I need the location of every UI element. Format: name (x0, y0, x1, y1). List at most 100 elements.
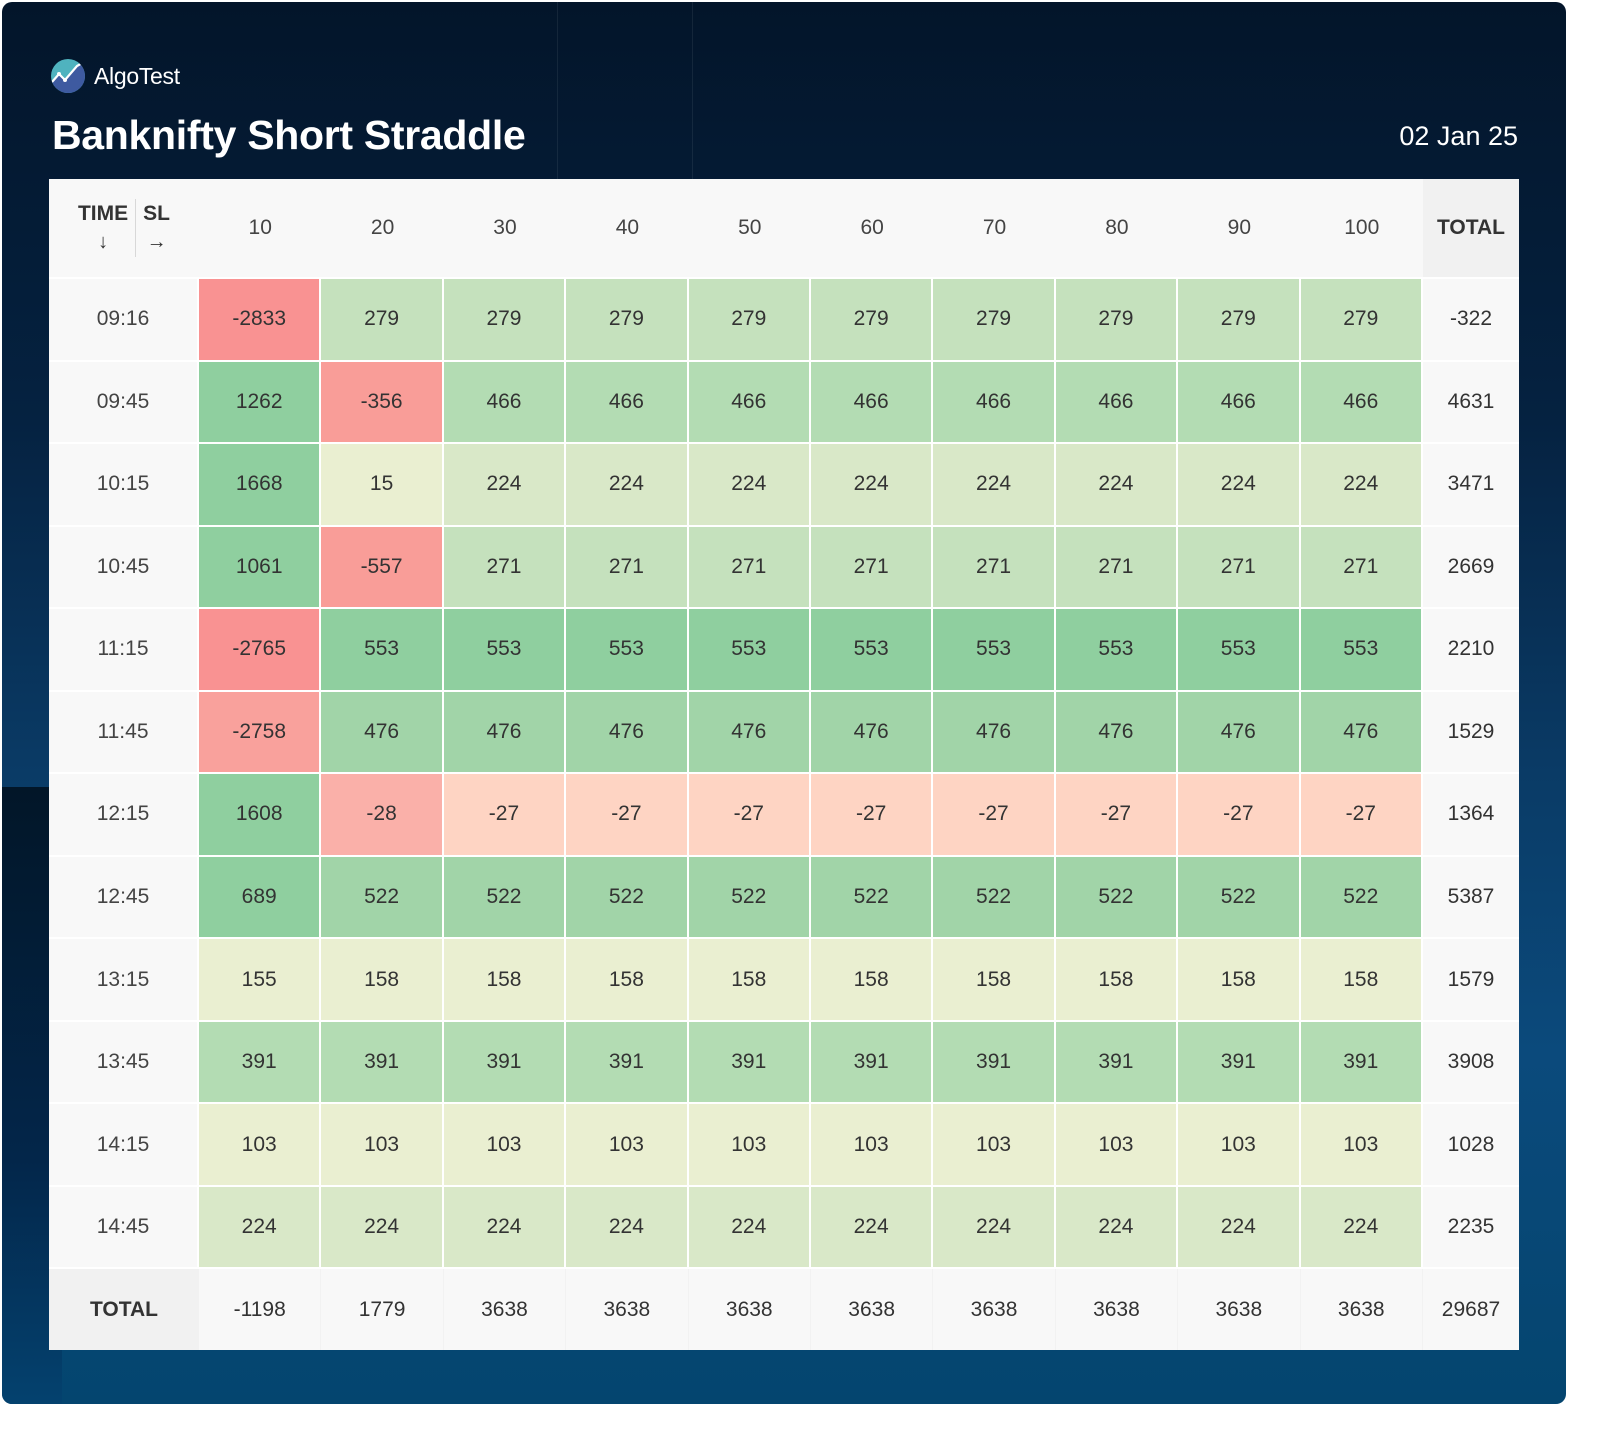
pnl-cell: 279 (810, 279, 934, 362)
column-total: 3638 (566, 1269, 689, 1350)
pnl-cell: 553 (688, 609, 811, 692)
pnl-cell: 224 (688, 1186, 811, 1270)
pnl-cell: -27 (933, 774, 1056, 857)
pnl-cell: 391 (199, 1021, 322, 1105)
pnl-cell: 224 (566, 1186, 689, 1270)
pnl-cell: 466 (443, 361, 567, 445)
pnl-cell: 391 (1300, 1021, 1423, 1105)
time-label: TIME (77, 202, 129, 225)
table-row: 13:15 155 158 158 158 158 158 158 158 158 158 1579 (49, 939, 1519, 1022)
table-row: 10:45 1061 -557 271 271 271 271 271 271 271 271 266… (49, 526, 1519, 610)
row-time-label: 09:45 (49, 361, 199, 445)
pnl-cell: 391 (566, 1021, 689, 1105)
row-total: 1364 (1423, 774, 1519, 857)
pnl-cell: 103 (1055, 1104, 1179, 1187)
pnl-cell: 522 (566, 856, 689, 940)
column-total: 1779 (321, 1269, 444, 1350)
column-total: 3638 (1178, 1269, 1301, 1350)
pnl-cell: 476 (566, 691, 689, 775)
table-row: 12:45 689 522 522 522 522 522 522 522 522 522 5387 (49, 856, 1519, 940)
column-header: 60 (810, 179, 934, 279)
pnl-cell: 279 (1300, 279, 1423, 362)
pnl-cell: -27 (566, 774, 689, 857)
pnl-cell: 466 (810, 361, 934, 445)
pnl-cell: 279 (566, 279, 689, 362)
row-total: 1529 (1423, 691, 1519, 775)
pnl-cell: 103 (321, 1104, 444, 1187)
pnl-cell: 476 (688, 691, 811, 775)
pnl-cell: 158 (1178, 939, 1301, 1022)
row-total: -322 (1423, 279, 1519, 362)
pnl-cell: -356 (321, 361, 444, 445)
pnl-cell: 522 (1178, 856, 1301, 940)
column-total: 3638 (1300, 1269, 1423, 1350)
column-header: 90 (1178, 179, 1301, 279)
pnl-cell: 391 (688, 1021, 811, 1105)
corner-divider (135, 199, 137, 257)
pnl-cell: 553 (1300, 609, 1423, 692)
pnl-cell: 224 (810, 444, 934, 527)
pnl-cell: -28 (321, 774, 444, 857)
row-total: 4631 (1423, 361, 1519, 445)
pnl-cell: 522 (1300, 856, 1423, 940)
pnl-cell: 522 (933, 856, 1056, 940)
pnl-cell: 271 (566, 526, 689, 610)
pnl-cell: 103 (1300, 1104, 1423, 1187)
pnl-cell: 158 (566, 939, 689, 1022)
row-total: 2235 (1423, 1186, 1519, 1270)
pnl-cell: -2765 (199, 609, 322, 692)
table-row: 09:16 -2833 279 279 279 279 279 279 279 279 279 -32… (49, 279, 1519, 362)
pnl-cell: -27 (1178, 774, 1301, 857)
pnl-cell: 522 (810, 856, 934, 940)
pnl-cell: 224 (1055, 1186, 1179, 1270)
column-total: 3638 (933, 1269, 1056, 1350)
pnl-cell: 271 (810, 526, 934, 610)
pnl-cell: -27 (810, 774, 934, 857)
pnl-cell: 522 (688, 856, 811, 940)
pnl-cell: -2833 (199, 279, 322, 362)
table-row: 14:15 103 103 103 103 103 103 103 103 103 103 1028 (49, 1104, 1519, 1187)
pnl-cell: 553 (1055, 609, 1179, 692)
page-title: Banknifty Short Straddle (52, 112, 526, 158)
row-total: 1028 (1423, 1104, 1519, 1187)
pnl-cell: 279 (1055, 279, 1179, 362)
pnl-cell: 476 (1178, 691, 1301, 775)
pnl-cell: 476 (933, 691, 1056, 775)
sl-label: SL (143, 202, 170, 225)
row-time-label: 09:16 (49, 279, 199, 362)
pnl-cell: 158 (443, 939, 567, 1022)
column-header: 50 (688, 179, 811, 279)
pnl-cell: 158 (933, 939, 1056, 1022)
pnl-cell: 466 (1300, 361, 1423, 445)
pnl-cell: 1608 (199, 774, 322, 857)
sl-axis-label: SL → (136, 199, 177, 257)
column-total: -1198 (199, 1269, 322, 1350)
row-time-label: 10:45 (49, 526, 199, 610)
pnl-cell: 158 (1055, 939, 1179, 1022)
pnl-cell: 224 (688, 444, 811, 527)
pnl-cell: 158 (688, 939, 811, 1022)
pnl-cell: 466 (1055, 361, 1179, 445)
pnl-cell: 103 (566, 1104, 689, 1187)
pnl-cell: 103 (1178, 1104, 1301, 1187)
row-time-label: 14:15 (49, 1104, 199, 1187)
column-header: 80 (1055, 179, 1179, 279)
pnl-cell: 279 (688, 279, 811, 362)
pnl-cell: -27 (443, 774, 567, 857)
row-time-label: 13:45 (49, 1021, 199, 1105)
pnl-cell: 224 (1055, 444, 1179, 527)
pnl-cell: 522 (1055, 856, 1179, 940)
column-header: 10 (199, 179, 322, 279)
pnl-cell: -27 (1055, 774, 1179, 857)
pnl-cell: 391 (443, 1021, 567, 1105)
pnl-cell: 279 (933, 279, 1056, 362)
arrow-right-icon: → (146, 231, 167, 253)
table-row: 13:45 391 391 391 391 391 391 391 391 391 391 3908 (49, 1021, 1519, 1105)
row-time-label: 12:15 (49, 774, 199, 857)
arrow-down-icon: ↓ (98, 231, 109, 253)
pnl-cell: 466 (933, 361, 1056, 445)
pnl-cell: -27 (1300, 774, 1423, 857)
row-total: 2210 (1423, 609, 1519, 692)
pnl-cell: 391 (321, 1021, 444, 1105)
pnl-cell: 476 (1055, 691, 1179, 775)
